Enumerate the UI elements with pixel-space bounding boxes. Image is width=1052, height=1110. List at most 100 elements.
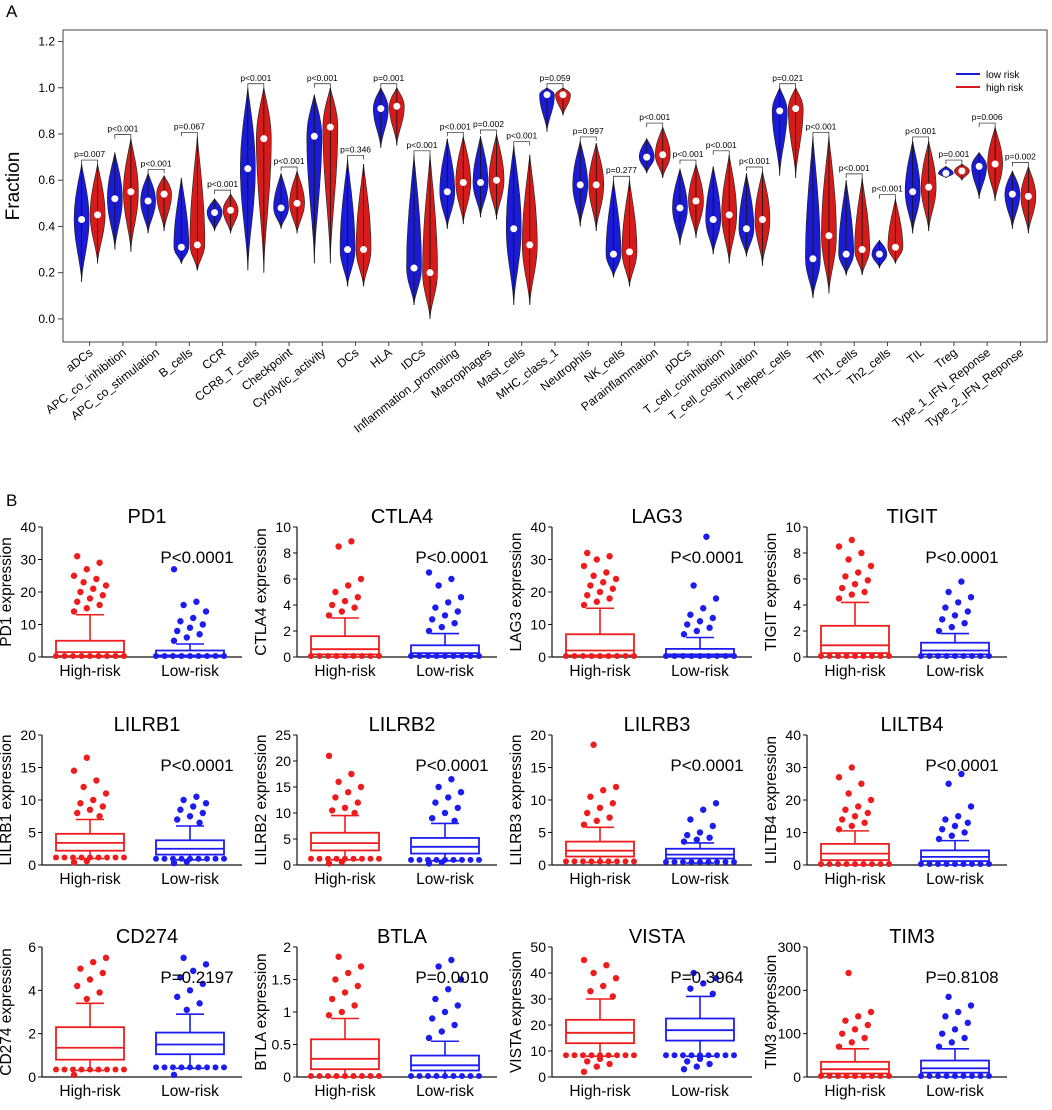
chart-title: LILRB1 <box>114 714 181 736</box>
p-value-label: P=0.2197 <box>160 968 233 987</box>
low-risk-point <box>195 653 202 659</box>
y-axis-label: Fraction <box>3 152 24 221</box>
high-risk-point <box>325 612 333 619</box>
y-tick-label: 300 <box>778 939 802 955</box>
low-risk-point <box>204 653 210 659</box>
low-risk-point <box>714 859 720 866</box>
violin-median-high-Treg <box>958 167 966 175</box>
high-risk-point <box>606 595 613 602</box>
high-risk-point <box>70 859 78 866</box>
high-risk-box <box>310 831 380 852</box>
high-risk-point <box>308 855 314 862</box>
high-risk-point <box>70 653 76 659</box>
low-risk-point <box>441 809 449 817</box>
panel-b-letter: B <box>6 491 17 510</box>
low-risk-point <box>186 813 194 820</box>
p-value-label: P=0.8108 <box>925 968 998 987</box>
high-risk-point <box>87 854 93 861</box>
p-value-label: P<0.0001 <box>160 548 233 567</box>
high-risk-point <box>593 556 600 563</box>
high-risk-point <box>93 575 100 583</box>
x-tick-label: High-risk <box>59 871 120 888</box>
violin-median-high-Th1_cells <box>858 246 866 254</box>
high-risk-point <box>580 858 586 865</box>
p-value-label: p<0.001 <box>639 112 670 122</box>
low-risk-point <box>960 653 967 659</box>
high-risk-point <box>869 1073 875 1079</box>
x-tick-label: DCs <box>334 345 361 370</box>
high-risk-point <box>335 953 342 960</box>
low-risk-point <box>709 822 716 830</box>
low-risk-point <box>712 975 720 982</box>
low-risk-point <box>948 1039 955 1046</box>
high-risk-point <box>606 814 613 821</box>
low-risk-point <box>429 616 436 623</box>
low-risk-point <box>408 1073 414 1079</box>
high-risk-point <box>99 592 107 599</box>
violin-median-low-T_cell_coinhibition <box>709 216 717 224</box>
low-risk-point <box>948 623 955 631</box>
high-risk-point <box>86 976 94 983</box>
y-tick-label: 0 <box>283 1069 291 1085</box>
high-risk-point <box>609 993 616 1000</box>
violin-median-low-Macrophages <box>477 179 485 187</box>
low-risk-point <box>212 855 219 862</box>
high-risk-point <box>61 1066 68 1073</box>
low-risk-point <box>977 653 984 659</box>
low-risk-point <box>174 816 181 823</box>
violin-median-high-Th2_cells <box>891 243 899 251</box>
low-risk-point <box>945 993 952 1001</box>
violin-median-high-Cytolytic_activity <box>326 123 334 131</box>
x-tick-label: Low-risk <box>161 1083 219 1100</box>
y-tick-label: 4 <box>793 597 801 613</box>
high-risk-point <box>74 982 81 990</box>
y-tick-label: 0.4 <box>38 219 55 233</box>
low-risk-box <box>155 839 225 856</box>
p-value-label: p<0.001 <box>672 149 703 159</box>
low-risk-point <box>700 806 707 813</box>
significance-bracket <box>712 150 730 155</box>
low-risk-point <box>170 1071 178 1079</box>
high-risk-point <box>845 790 852 797</box>
low-risk-point <box>918 1073 924 1079</box>
high-risk-point <box>70 1066 76 1073</box>
y-tick-label: 15 <box>530 760 546 776</box>
high-risk-point <box>835 826 843 833</box>
y-tick-label: 0.0 <box>38 312 55 326</box>
low-risk-point <box>951 1026 959 1033</box>
boxplot-cd274: 0 2 4 6 CD274 expression CD274 High-risk Low-ri… <box>0 926 242 1100</box>
high-risk-point <box>855 569 862 576</box>
low-risk-box <box>155 1031 225 1056</box>
significance-bracket <box>280 166 298 171</box>
high-risk-point <box>584 809 591 817</box>
high-risk-point <box>90 585 97 592</box>
violin-median-high-Macrophages <box>493 176 501 184</box>
low-risk-point <box>212 653 219 659</box>
high-risk-point <box>580 956 588 964</box>
low-risk-point <box>450 856 457 863</box>
low-risk-point <box>712 595 720 602</box>
high-risk-point <box>869 861 875 867</box>
low-risk-point <box>960 1073 967 1079</box>
high-risk-point <box>90 958 97 966</box>
p-value-label: P<0.0001 <box>925 548 998 567</box>
low-risk-point <box>680 859 686 866</box>
boxplot-lilrb3: 0 5 10 15 20 LILRB3 expression LILRB3 High-risk… <box>508 714 752 888</box>
high-risk-point <box>612 575 620 583</box>
high-risk-point <box>78 653 85 659</box>
high-risk-point <box>104 1066 110 1073</box>
high-risk-point <box>359 1073 365 1079</box>
high-risk-point <box>342 855 348 862</box>
low-risk-point <box>425 627 433 635</box>
low-risk-point <box>926 1073 933 1079</box>
y-tick-label: 100 <box>778 1026 802 1042</box>
y-tick-label: 10 <box>530 792 546 808</box>
high-risk-point <box>350 653 357 659</box>
low-risk-point <box>476 653 482 659</box>
low-risk-point <box>170 855 176 862</box>
low-risk-point <box>153 1064 159 1071</box>
y-tick-label: 30 <box>785 760 801 776</box>
high-risk-box <box>565 840 635 858</box>
high-risk-point <box>839 1030 846 1037</box>
high-risk-point <box>74 598 81 605</box>
